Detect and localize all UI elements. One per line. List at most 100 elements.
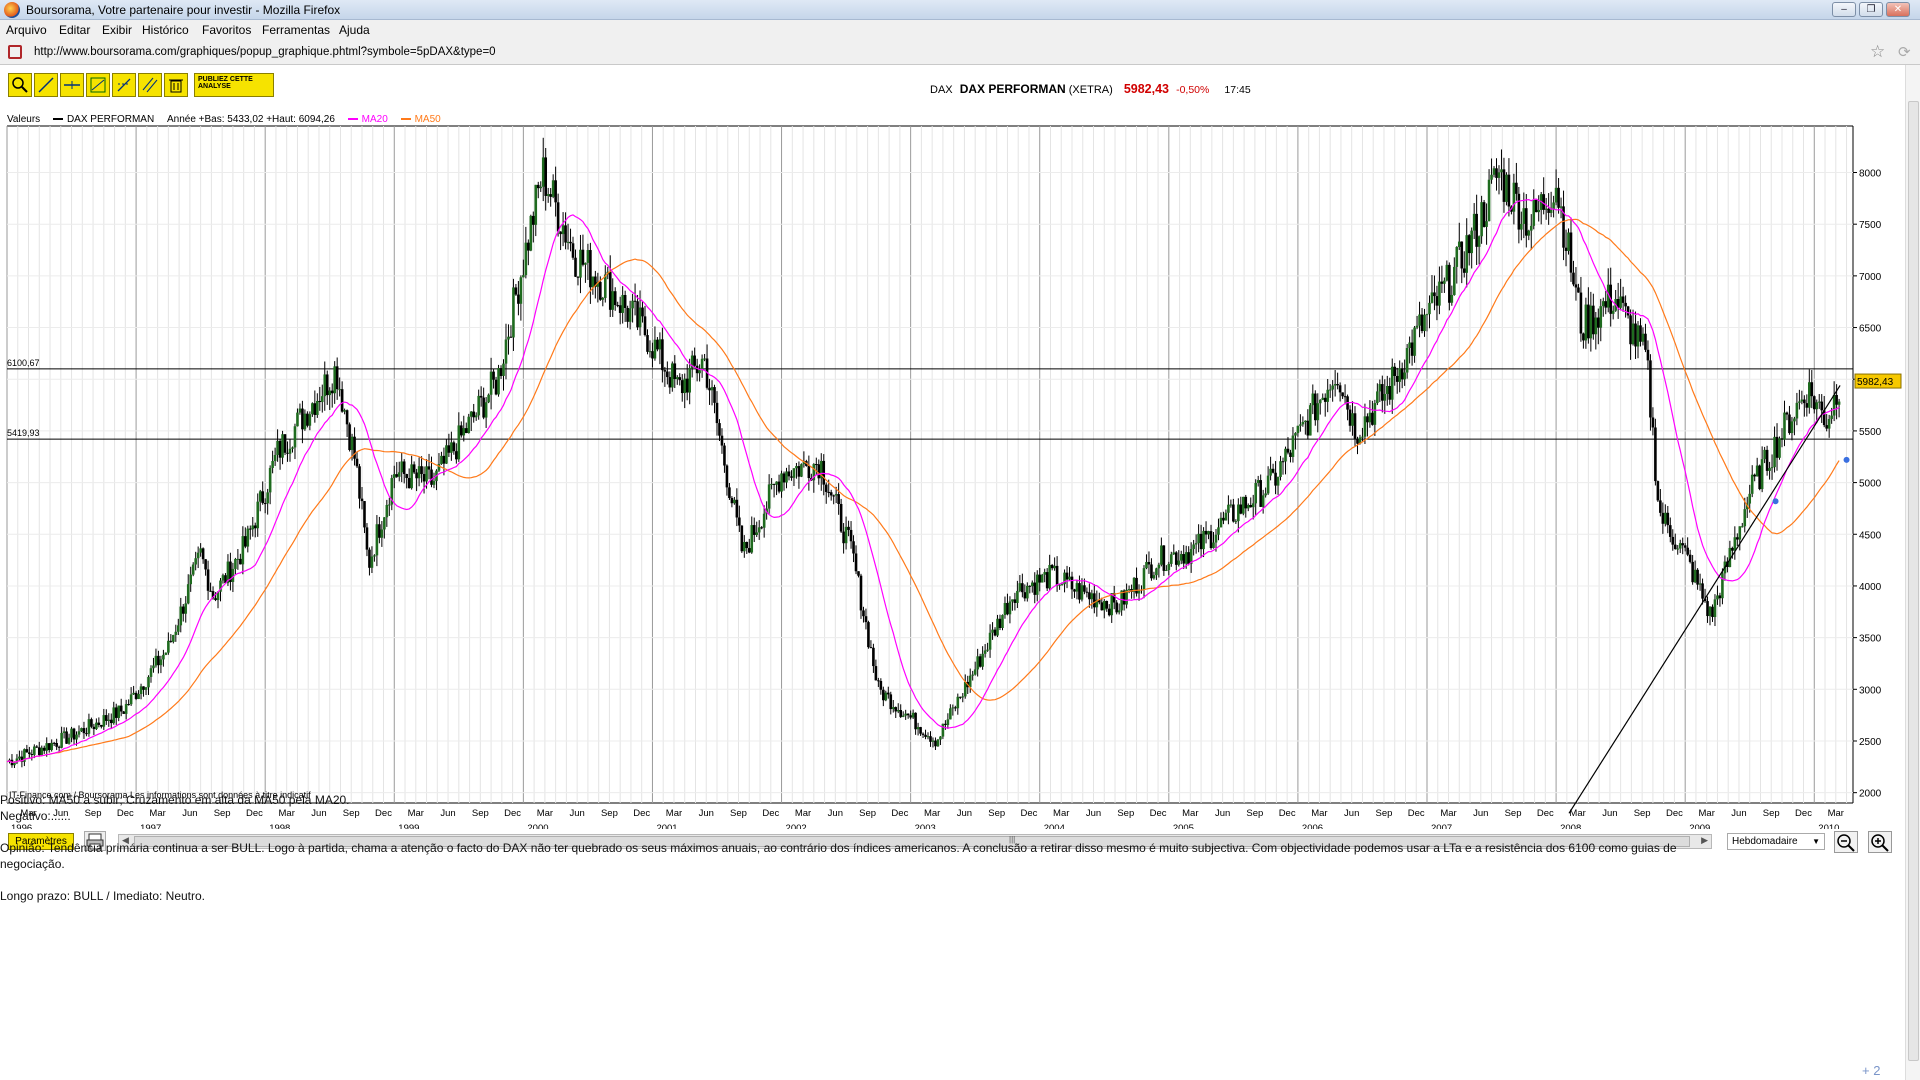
fibonacci-tool-icon[interactable] — [112, 73, 136, 97]
candle-body — [1361, 436, 1364, 438]
candle-body — [1738, 526, 1742, 540]
candle-body — [559, 231, 562, 235]
candle-body — [1135, 577, 1138, 594]
scroll-right-icon[interactable]: ▶ — [1701, 835, 1708, 845]
candle-body — [1251, 503, 1255, 508]
page-content: PUBLIEZ CETTE ANALYSE DAX DAX PERFORMAN … — [0, 65, 1905, 1080]
candle-body — [392, 474, 396, 479]
trash-icon[interactable] — [164, 73, 188, 97]
candle-body — [1808, 382, 1811, 408]
candle-body — [157, 655, 160, 666]
candle-body — [775, 481, 778, 485]
candle-body — [790, 476, 793, 478]
candle-body — [800, 464, 803, 477]
candle-body — [1266, 475, 1270, 494]
minimize-icon[interactable]: – — [1832, 2, 1856, 17]
candle-body — [162, 654, 165, 660]
menu-ajuda[interactable]: Ajuda — [339, 23, 370, 37]
candle-body — [452, 442, 456, 452]
candle-body — [338, 389, 341, 391]
candle-body — [772, 483, 776, 485]
candle-body — [440, 455, 443, 464]
candle-body — [1671, 536, 1675, 545]
candle-body — [671, 363, 674, 388]
candle-body — [306, 413, 309, 426]
x-month-label: Jun — [828, 808, 843, 819]
candle-body — [944, 723, 947, 725]
url-bar[interactable]: http://www.boursorama.com/graphiques/pop… — [34, 46, 496, 58]
candle-body — [755, 532, 759, 535]
candle-body — [1649, 360, 1652, 418]
parameters-button[interactable]: Paramètres — [8, 833, 74, 850]
menu-arquivo[interactable]: Arquivo — [6, 23, 47, 37]
window-title: Boursorama, Votre partenaire pour invest… — [26, 3, 341, 17]
candle-body — [531, 215, 535, 225]
candle-body — [666, 371, 669, 378]
candle-body — [1554, 187, 1558, 203]
candle-body — [534, 184, 538, 225]
page-scrollbar-thumb[interactable] — [1908, 101, 1919, 1061]
candle-body — [872, 647, 875, 667]
candle-body — [40, 747, 44, 756]
candle-body — [1078, 583, 1081, 600]
zoom-in-icon[interactable] — [1868, 831, 1892, 853]
level-label: 5419,93 — [7, 428, 40, 438]
candle-body — [1184, 552, 1188, 564]
x-month-label: Dec — [117, 808, 134, 819]
scrollbar-thumb[interactable] — [134, 836, 1690, 847]
candle-body — [1256, 480, 1260, 483]
candle-body — [1289, 452, 1292, 457]
plus-votes-link[interactable]: + 2 — [1862, 1063, 1881, 1078]
restore-icon[interactable]: ❐ — [1859, 2, 1883, 17]
candle-body — [1170, 554, 1173, 564]
menu-historico[interactable]: Histórico — [142, 23, 189, 37]
x-month-label: Jun — [182, 808, 197, 819]
candle-body — [1760, 459, 1764, 490]
candle-body — [333, 366, 336, 394]
candle-body — [199, 548, 202, 553]
candle-body — [621, 295, 624, 313]
trendline-tool-icon[interactable] — [34, 73, 58, 97]
candle-body — [288, 448, 292, 454]
candle-body — [1721, 573, 1724, 599]
candle-body — [1711, 606, 1714, 618]
candle-body — [1606, 284, 1610, 308]
ma50-line — [6, 218, 1840, 763]
candle-body — [1145, 561, 1148, 569]
quote-time: 17:45 — [1224, 84, 1251, 96]
candle-body — [432, 481, 436, 485]
candle-body — [594, 276, 597, 287]
close-icon[interactable]: ✕ — [1886, 2, 1910, 17]
candle-body — [494, 379, 498, 395]
candle-body — [142, 686, 145, 690]
print-icon[interactable] — [84, 831, 106, 851]
candle-body — [1271, 468, 1275, 473]
price-chart[interactable]: 2000 2500 3000 3500 4000 4500 5000 5500 6500 7000… — [0, 97, 1905, 829]
candle-body — [683, 378, 687, 394]
parallel-lines-tool-icon[interactable] — [138, 73, 162, 97]
page-vertical-scrollbar[interactable] — [1905, 65, 1920, 1080]
candle-body — [911, 712, 915, 718]
menu-editar[interactable]: Editar — [59, 23, 91, 37]
horizontal-line-tool-icon[interactable] — [60, 73, 84, 97]
level-label: 6100,67 — [7, 358, 40, 368]
x-month-label: Sep — [85, 808, 102, 819]
period-select[interactable]: Hebdomadaire ▼ — [1727, 833, 1825, 850]
candle-body — [735, 499, 739, 518]
candle-body — [546, 194, 550, 196]
scroll-left-icon[interactable]: ◀ — [122, 835, 129, 845]
menu-ferramentas[interactable]: Ferramentas — [262, 23, 331, 37]
chart-horizontal-scrollbar[interactable]: ◀ ||| ▶ — [118, 834, 1712, 849]
zoom-out-icon[interactable] — [1834, 831, 1858, 853]
menu-favoritos[interactable]: Favoritos — [202, 23, 252, 37]
bookmark-star-icon[interactable]: ☆ — [1870, 42, 1886, 61]
x-month-label: Mar — [795, 808, 811, 819]
channel-tool-icon[interactable] — [86, 73, 110, 97]
candle-body — [397, 472, 401, 477]
zoom-tool-icon[interactable] — [8, 73, 32, 97]
candle-body — [1547, 208, 1550, 213]
menu-exibir[interactable]: Exibir — [102, 23, 133, 37]
publish-analysis-button[interactable]: PUBLIEZ CETTE ANALYSE — [194, 73, 274, 97]
x-month-label: Jun — [440, 808, 455, 819]
candle-body — [1224, 512, 1228, 521]
